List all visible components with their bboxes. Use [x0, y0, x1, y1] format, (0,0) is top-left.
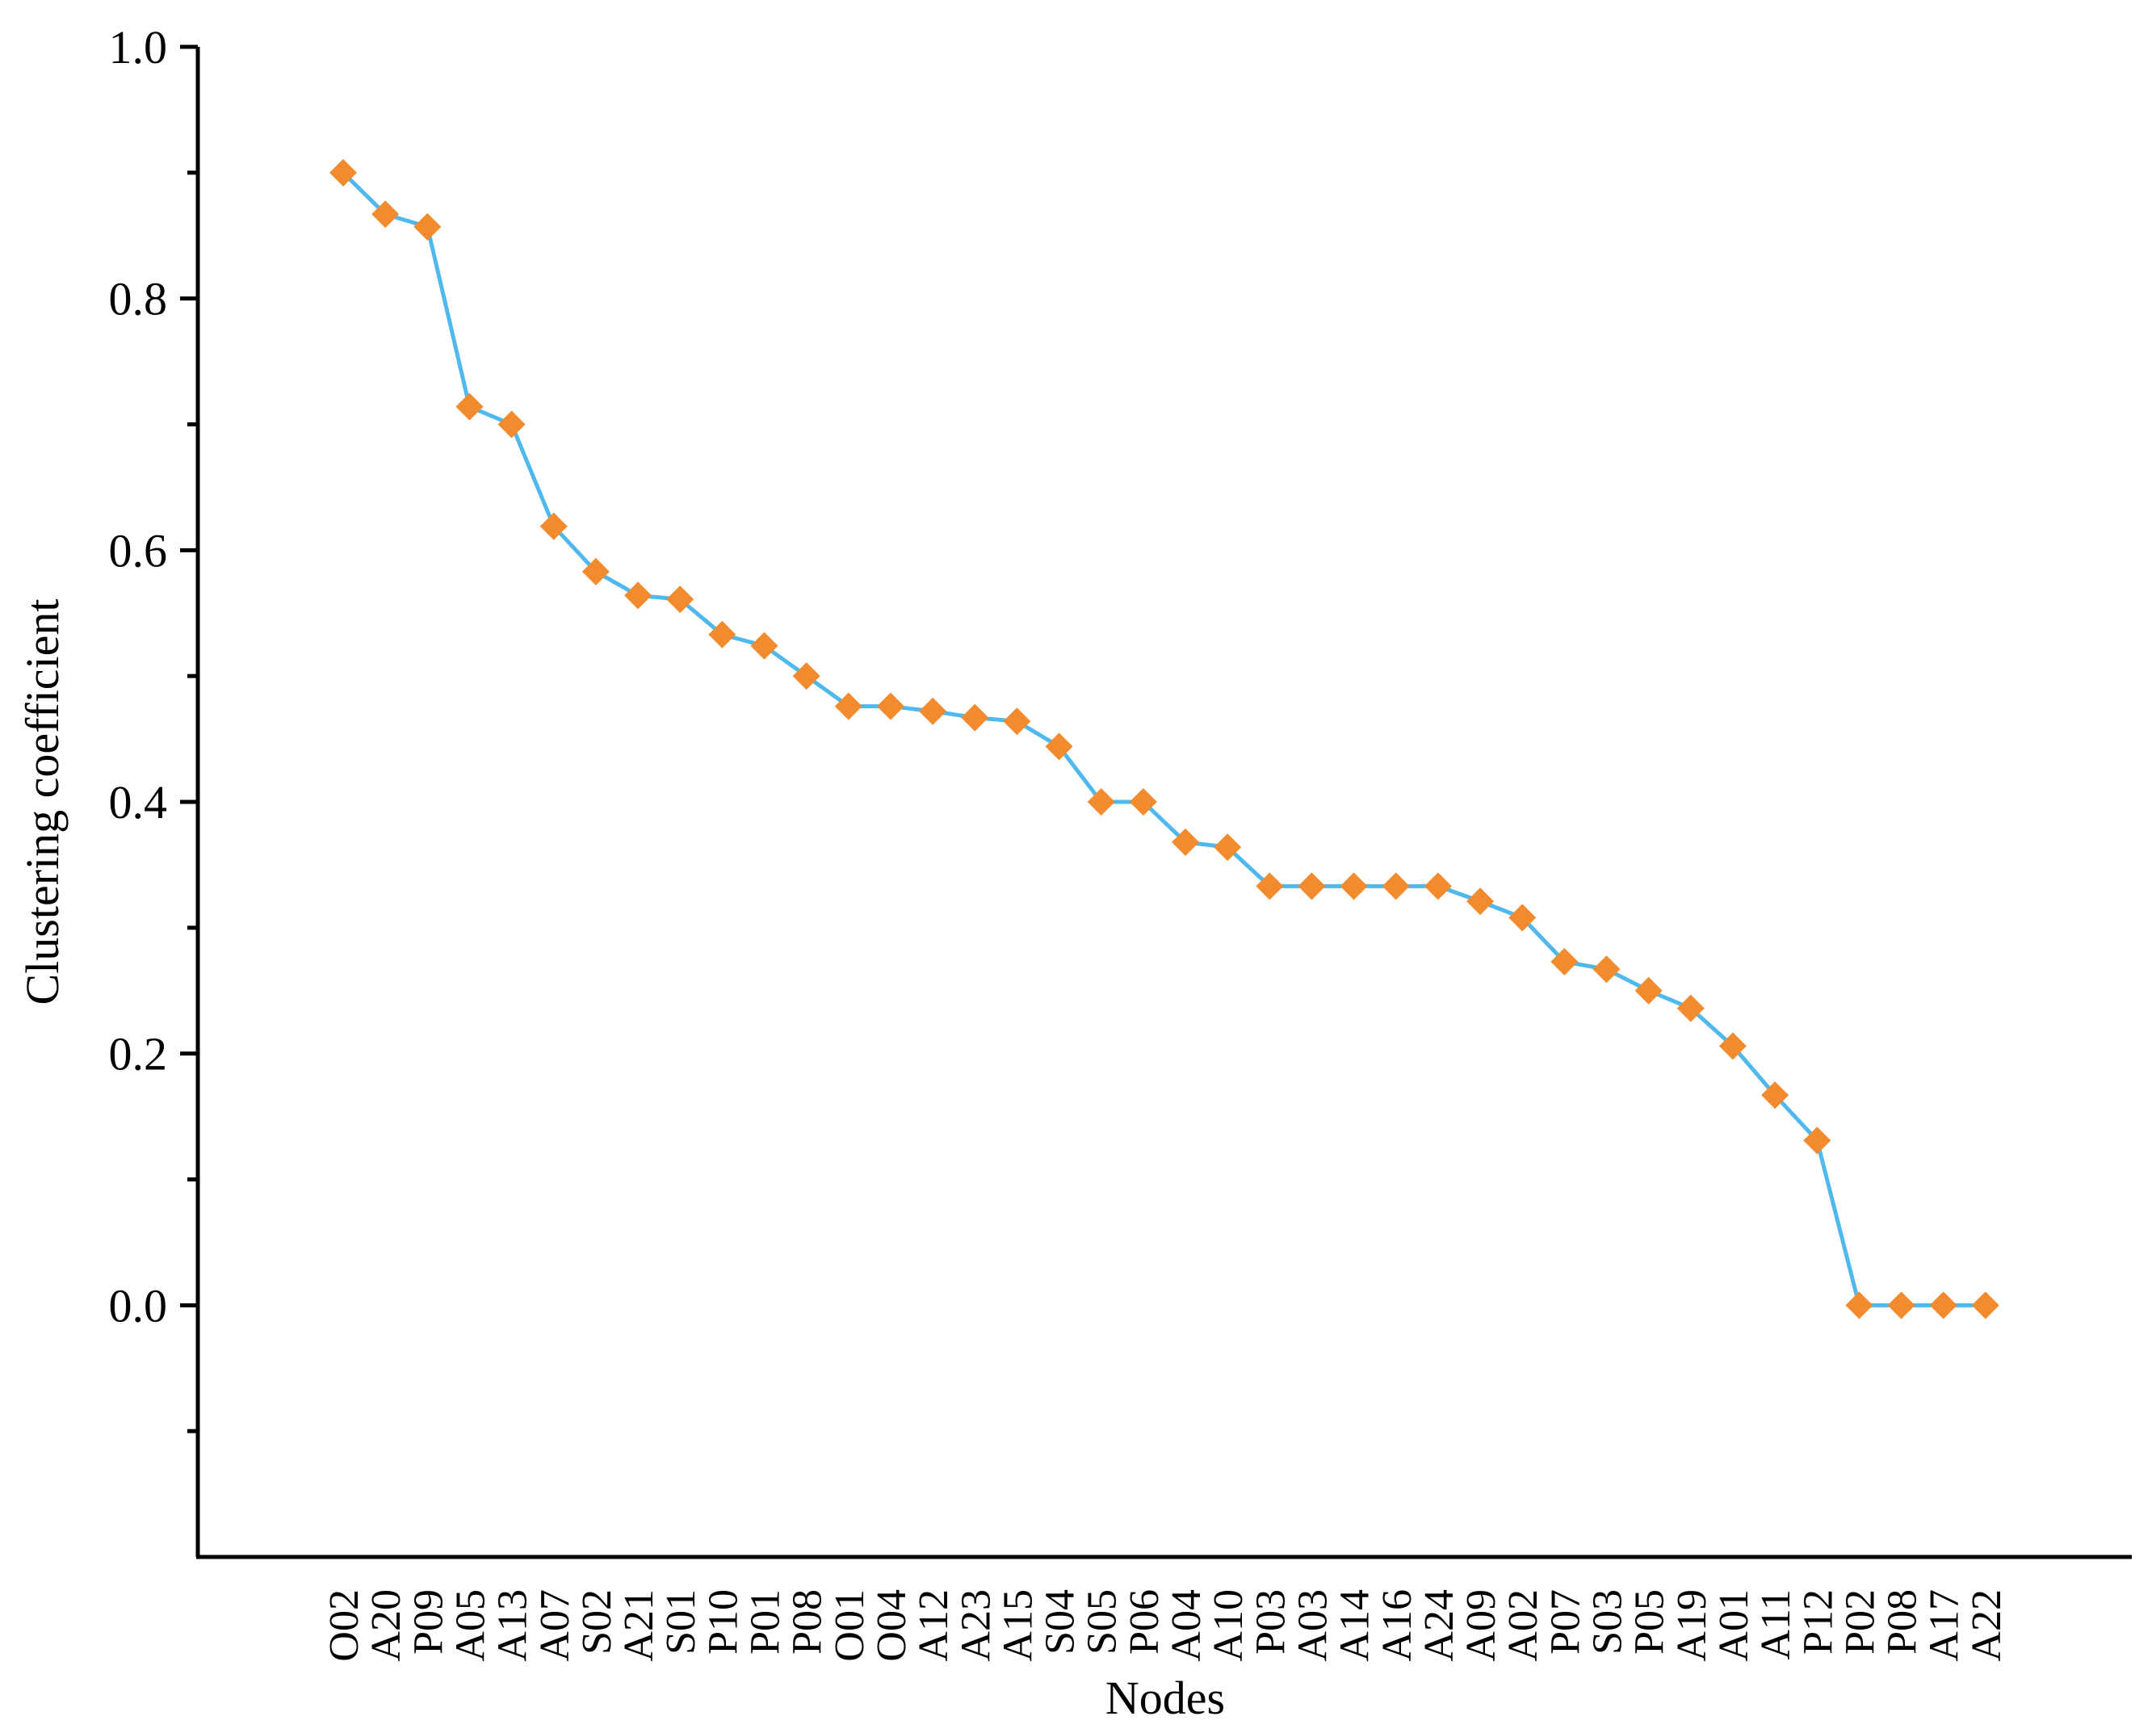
x-tick-label: A24: [1416, 1589, 1462, 1662]
data-point: [1256, 872, 1284, 900]
x-tick-label: S04: [1038, 1589, 1084, 1655]
data-point: [1129, 788, 1157, 816]
y-tick-label: 1.0: [109, 21, 168, 73]
y-tick-label: 0.6: [109, 524, 168, 577]
x-tick-label: A11: [1753, 1589, 1799, 1660]
x-tick-label: P05: [1627, 1589, 1673, 1655]
x-tick-labels: O02A20P09A05A13A07S02A21S01P10P01P08O01O…: [321, 1589, 2010, 1662]
data-point: [497, 410, 526, 438]
data-point: [792, 662, 820, 690]
data-point: [1718, 1032, 1747, 1060]
data-point: [1508, 904, 1537, 932]
data-point: [961, 703, 989, 732]
data-point: [539, 512, 568, 540]
data-point: [666, 585, 694, 614]
x-tick-label: O04: [869, 1589, 915, 1662]
series-polyline: [342, 171, 1986, 1307]
x-tick-label: P09: [405, 1589, 451, 1655]
data-point: [1971, 1291, 1999, 1320]
data-point: [624, 581, 652, 610]
data-point: [1803, 1127, 1831, 1155]
x-tick-label: S05: [1080, 1589, 1126, 1655]
y-tick-label: 0.2: [109, 1028, 168, 1081]
x-tick-label: S03: [1585, 1589, 1631, 1655]
x-tick-label: A01: [1711, 1589, 1757, 1662]
y-axis-title: Clustering coefficient: [16, 598, 69, 1005]
data-point: [1298, 872, 1326, 900]
data-point: [1592, 955, 1621, 984]
x-tick-label: A16: [1374, 1589, 1420, 1662]
data-point: [1676, 994, 1705, 1022]
x-tick-label: A02: [1500, 1589, 1546, 1662]
series-line: [342, 171, 1986, 1307]
y-tick-label: 0.8: [109, 273, 168, 325]
data-point: [1761, 1081, 1789, 1110]
x-tick-label: A15: [995, 1589, 1041, 1662]
x-tick-label: A05: [447, 1589, 493, 1662]
data-point: [919, 697, 947, 725]
data-point: [1003, 707, 1031, 736]
data-point: [371, 200, 400, 229]
x-tick-label: A03: [1290, 1589, 1336, 1662]
data-point: [1887, 1291, 1915, 1320]
x-tick-label: O01: [827, 1589, 873, 1662]
x-tick-label: P12: [1795, 1589, 1841, 1655]
x-tick-label: P06: [1122, 1589, 1168, 1655]
data-point: [329, 158, 357, 187]
series-markers: [329, 158, 1999, 1320]
x-tick-label: A20: [363, 1589, 409, 1662]
data-point: [876, 692, 904, 720]
data-point: [708, 620, 736, 648]
x-tick-label: A21: [616, 1589, 662, 1662]
x-tick-label: A04: [1164, 1589, 1210, 1662]
y-ticks: 0.0 0.2 0.4 0.6 0.8 1.0: [109, 21, 198, 1433]
data-point: [1382, 872, 1410, 900]
axes: [195, 47, 2132, 1559]
data-point: [1424, 872, 1452, 900]
data-point: [1340, 872, 1368, 900]
x-tick-label: O02: [321, 1589, 367, 1662]
x-tick-label: S02: [574, 1589, 620, 1655]
x-tick-label: P02: [1837, 1589, 1883, 1655]
x-tick-label: P08: [785, 1589, 831, 1655]
data-point: [750, 632, 778, 660]
x-axis-title: Nodes: [1105, 1672, 1225, 1724]
data-point: [581, 557, 610, 585]
x-tick-label: P03: [1248, 1589, 1294, 1655]
x-tick-label: A09: [1458, 1589, 1504, 1662]
data-point: [1845, 1291, 1873, 1320]
data-point: [1550, 947, 1579, 976]
x-tick-label: A19: [1669, 1589, 1715, 1662]
y-tick-label: 0.0: [109, 1279, 168, 1332]
data-point: [1634, 976, 1663, 1005]
x-tick-label: A17: [1922, 1589, 1968, 1662]
data-point: [455, 392, 484, 421]
data-point: [1045, 732, 1073, 761]
y-tick-label: 0.4: [109, 776, 168, 829]
data-point: [1929, 1291, 1957, 1320]
x-tick-label: A12: [911, 1589, 957, 1662]
x-tick-label: S01: [658, 1589, 704, 1655]
data-point: [834, 692, 862, 720]
x-tick-label: A14: [1332, 1589, 1378, 1662]
data-point: [1466, 887, 1495, 916]
data-point: [1214, 833, 1242, 862]
x-tick-label: P01: [743, 1589, 789, 1655]
data-point: [1087, 788, 1115, 816]
x-tick-label: A07: [532, 1589, 578, 1662]
x-tick-label: P08: [1880, 1589, 1926, 1655]
x-tick-label: A22: [1964, 1589, 2010, 1662]
data-point: [1172, 828, 1199, 856]
x-tick-label: A13: [490, 1589, 536, 1662]
data-point: [413, 212, 442, 241]
x-tick-label: P07: [1542, 1589, 1588, 1655]
x-tick-label: A10: [1206, 1589, 1252, 1662]
x-tick-label: P10: [700, 1589, 746, 1655]
x-tick-label: A23: [953, 1589, 999, 1662]
